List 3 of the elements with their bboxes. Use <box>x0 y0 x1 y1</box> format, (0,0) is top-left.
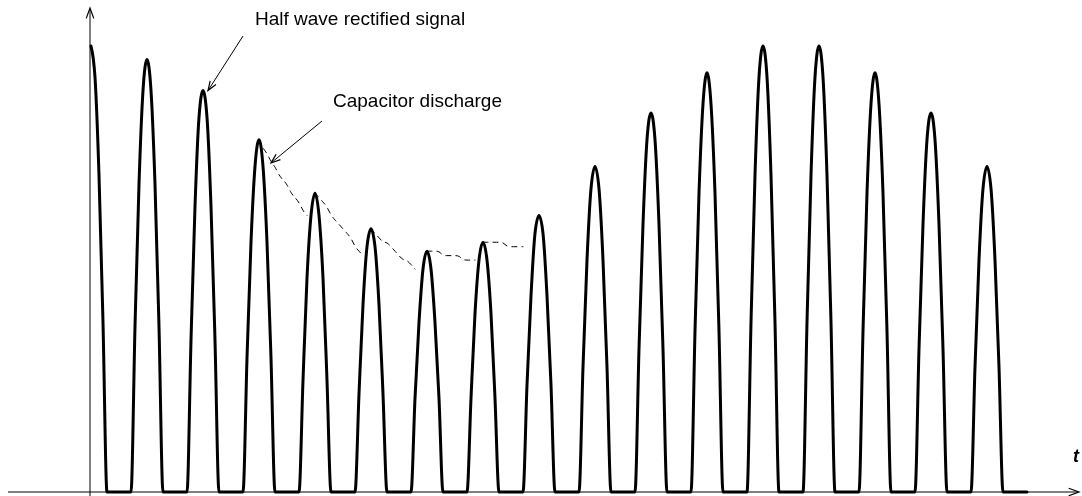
annotation: Capacitor discharge <box>333 90 502 111</box>
text: Half wave rectified signal <box>255 8 466 29</box>
x-axis-title: t <box>1073 446 1080 466</box>
